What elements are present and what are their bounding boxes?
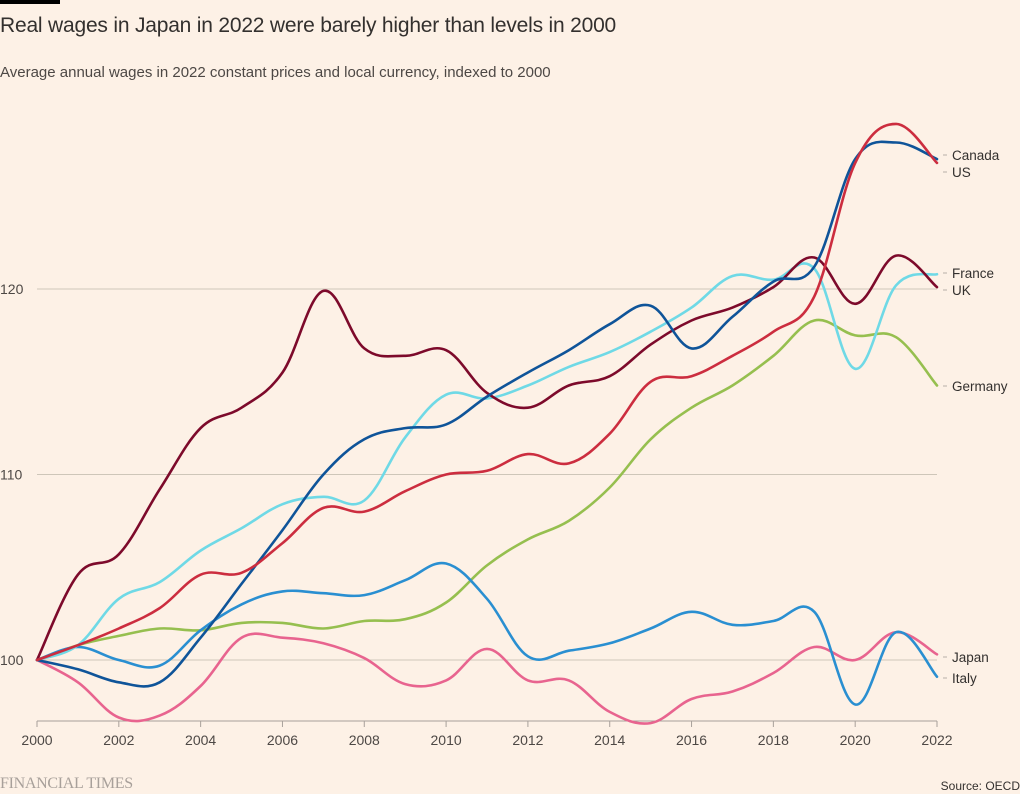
- x-tick-label: 2010: [431, 732, 462, 748]
- y-axis: 100 110 120: [0, 281, 24, 668]
- x-tick-label: 2000: [21, 732, 52, 748]
- series-line-germany: [35, 318, 939, 662]
- x-tick-label: 2008: [349, 732, 380, 748]
- x-tick-label: 2014: [594, 732, 625, 748]
- financial-times-logo: FINANCIAL TIMES: [0, 775, 133, 792]
- x-tick-label: 2016: [676, 732, 707, 748]
- series-label-canada: Canada: [952, 148, 1000, 163]
- series-label-uk: UK: [952, 283, 971, 298]
- series-line-canada: [35, 122, 939, 662]
- y-tick-label: 100: [0, 652, 24, 668]
- x-tick-label: 2002: [103, 732, 134, 748]
- series-line-japan: [35, 630, 939, 725]
- series-line-us: [35, 140, 939, 688]
- series-label-france: France: [952, 266, 994, 281]
- series-label-japan: Japan: [952, 650, 989, 665]
- series-line-france: [35, 262, 939, 662]
- x-tick-label: 2018: [758, 732, 789, 748]
- series-labels: Canada US France UK Germany Japan Italy: [943, 148, 1008, 686]
- source-note: Source: OECD: [940, 779, 1020, 793]
- y-tick-label: 110: [0, 467, 23, 483]
- x-tick-label: 2012: [512, 732, 543, 748]
- series-line-italy: [35, 561, 939, 706]
- x-axis: 2000 2002 2004 2006 2008 2010 2012 2014 2016 2018…: [21, 720, 953, 748]
- series-label-italy: Italy: [952, 671, 977, 686]
- ft-brand-bar: [0, 0, 60, 4]
- chart-title: Real wages in Japan in 2022 were barely …: [0, 14, 617, 37]
- x-tick-label: 2022: [921, 732, 952, 748]
- x-tick-label: 2004: [185, 732, 216, 748]
- chart-subtitle: Average annual wages in 2022 constant pr…: [0, 64, 551, 81]
- y-tick-label: 120: [0, 281, 24, 297]
- x-tick-label: 2020: [840, 732, 871, 748]
- series-label-us: US: [952, 165, 971, 180]
- series-label-germany: Germany: [952, 379, 1008, 394]
- gridlines: [37, 288, 937, 661]
- x-tick-label: 2006: [267, 732, 298, 748]
- series-line-uk: [35, 254, 939, 662]
- series-lines: [35, 122, 939, 725]
